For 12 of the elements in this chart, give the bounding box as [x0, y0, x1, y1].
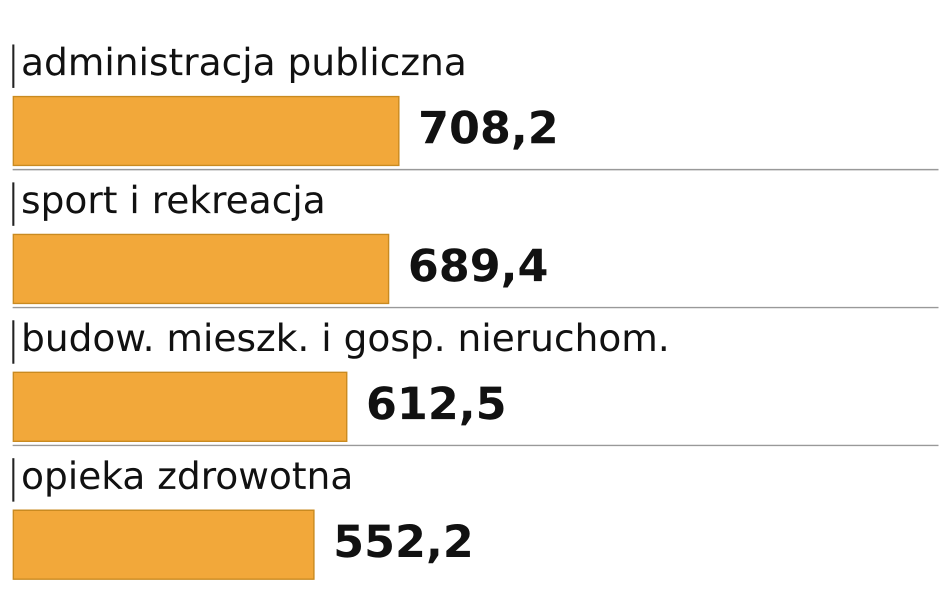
- y-tick-label: sport i rekreacja: [23, 184, 322, 221]
- data-label: 708,2: [421, 110, 555, 150]
- y-tick-label: opieka zdrowotna: [23, 460, 350, 497]
- y-tick-label: budow. mieszk. i gosp. nieruchom.: [24, 322, 666, 359]
- bar: [12, 234, 390, 304]
- data-label: 612,5: [368, 386, 504, 426]
- bar: [12, 510, 315, 580]
- y-tick-label: administracja publiczna: [23, 46, 464, 83]
- bar: [12, 96, 400, 166]
- bar: [12, 372, 348, 442]
- data-label: 552,2: [336, 524, 470, 564]
- data-label: 689,4: [410, 248, 546, 288]
